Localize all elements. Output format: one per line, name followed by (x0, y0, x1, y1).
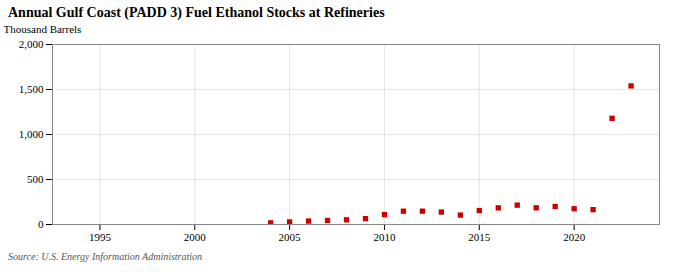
svg-text:2,000: 2,000 (19, 38, 44, 50)
html-text:Source: U.S. Energy Informatio: Source: U.S. Energy Information Administ… (8, 251, 203, 262)
svg-text:1,500: 1,500 (19, 83, 44, 95)
svg-text:1995: 1995 (89, 231, 112, 243)
svg-text:2010: 2010 (373, 231, 396, 243)
svg-text:2005: 2005 (279, 231, 302, 243)
svg-text:500: 500 (27, 173, 44, 185)
svg-text:2020: 2020 (563, 231, 586, 243)
svg-text:1,000: 1,000 (19, 128, 44, 140)
svg-text:2015: 2015 (468, 231, 491, 243)
svg-text:Thousand Barrels: Thousand Barrels (4, 23, 82, 35)
html-text:Annual Gulf Coast (PADD 3) Fue: Annual Gulf Coast (PADD 3) Fuel Ethanol … (8, 5, 385, 20)
svg-text:0: 0 (38, 218, 44, 230)
svg-text:2000: 2000 (184, 231, 207, 243)
